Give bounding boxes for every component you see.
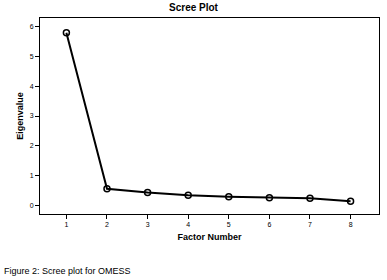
- svg-text:5: 5: [30, 53, 34, 60]
- svg-text:Eigenvalue: Eigenvalue: [15, 92, 25, 140]
- svg-text:2: 2: [30, 142, 34, 149]
- svg-text:4: 4: [30, 83, 34, 90]
- svg-text:Scree Plot: Scree Plot: [169, 2, 219, 13]
- svg-text:6: 6: [267, 221, 271, 228]
- svg-text:4: 4: [186, 221, 190, 228]
- svg-text:8: 8: [349, 221, 353, 228]
- svg-text:0: 0: [30, 202, 34, 209]
- svg-text:3: 3: [30, 112, 34, 119]
- svg-text:5: 5: [227, 221, 231, 228]
- svg-text:Figure 2: Scree plot for OMESS: Figure 2: Scree plot for OMESS: [4, 266, 131, 276]
- svg-text:7: 7: [308, 221, 312, 228]
- svg-text:1: 1: [30, 172, 34, 179]
- svg-text:6: 6: [30, 23, 34, 30]
- svg-text:2: 2: [105, 221, 109, 228]
- svg-text:Factor Number: Factor Number: [177, 232, 242, 242]
- svg-text:3: 3: [146, 221, 150, 228]
- svg-text:1: 1: [64, 221, 68, 228]
